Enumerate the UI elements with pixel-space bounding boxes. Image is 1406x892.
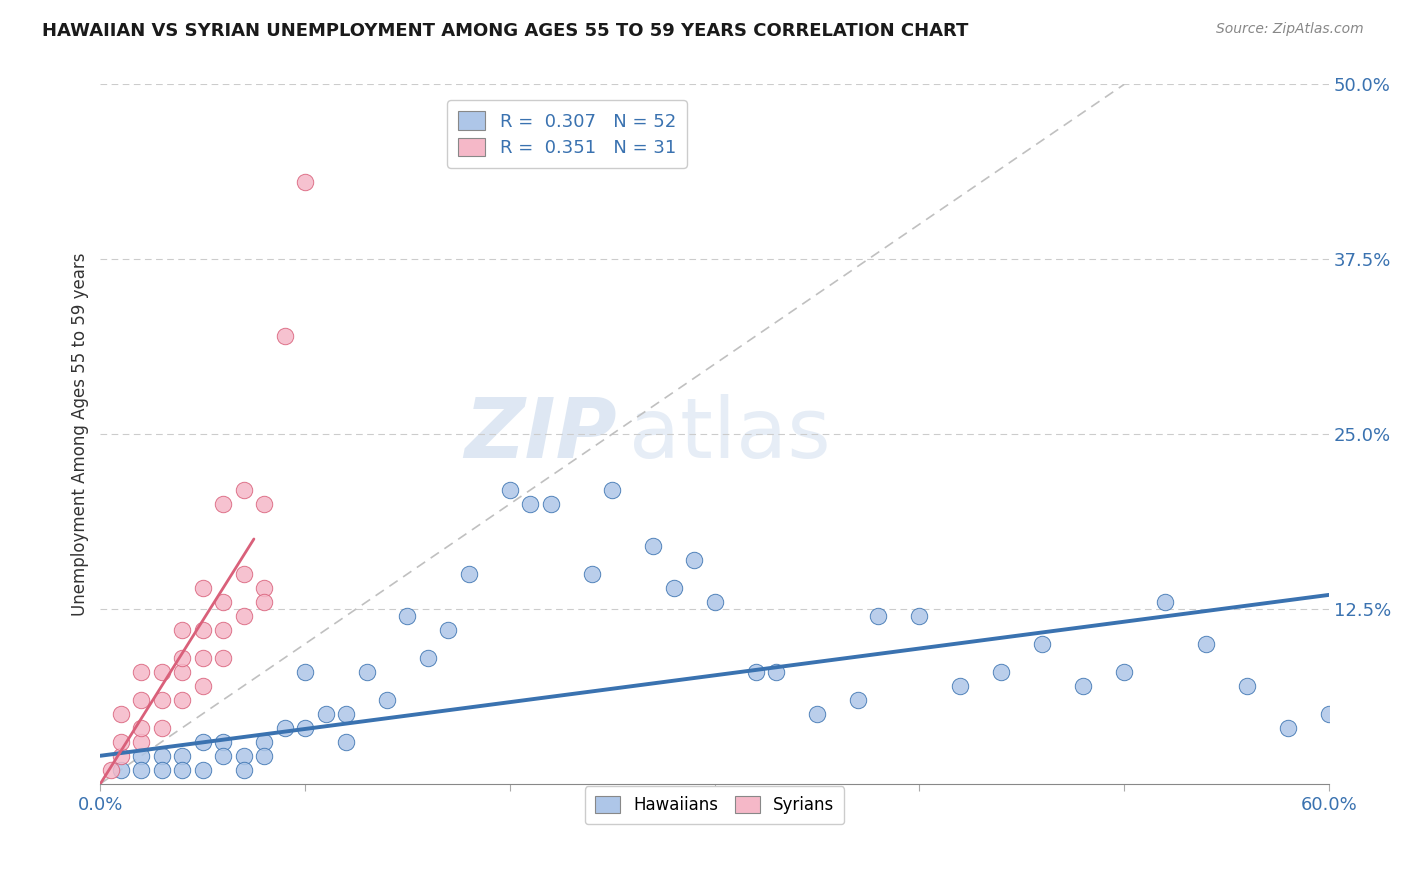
Point bbox=[540, 497, 562, 511]
Point bbox=[643, 539, 665, 553]
Y-axis label: Unemployment Among Ages 55 to 59 years: Unemployment Among Ages 55 to 59 years bbox=[72, 252, 89, 615]
Point bbox=[253, 595, 276, 609]
Point bbox=[129, 665, 152, 679]
Point bbox=[172, 651, 194, 665]
Point bbox=[212, 497, 235, 511]
Point bbox=[990, 665, 1012, 679]
Point bbox=[129, 748, 152, 763]
Point bbox=[765, 665, 787, 679]
Point bbox=[581, 566, 603, 581]
Point bbox=[273, 721, 295, 735]
Point bbox=[335, 706, 357, 721]
Point bbox=[1112, 665, 1135, 679]
Point bbox=[868, 608, 890, 623]
Point bbox=[703, 595, 725, 609]
Point bbox=[172, 665, 194, 679]
Point bbox=[110, 748, 132, 763]
Point bbox=[150, 693, 173, 707]
Point bbox=[150, 665, 173, 679]
Point bbox=[191, 763, 214, 777]
Point bbox=[846, 693, 869, 707]
Point bbox=[232, 483, 254, 497]
Point bbox=[908, 608, 931, 623]
Point bbox=[949, 679, 972, 693]
Point bbox=[375, 693, 398, 707]
Point bbox=[232, 763, 254, 777]
Point bbox=[129, 721, 152, 735]
Point bbox=[191, 581, 214, 595]
Point bbox=[191, 623, 214, 637]
Point bbox=[172, 748, 194, 763]
Point bbox=[100, 763, 122, 777]
Point bbox=[437, 623, 460, 637]
Point bbox=[232, 608, 254, 623]
Point bbox=[172, 623, 194, 637]
Point bbox=[1277, 721, 1299, 735]
Point bbox=[499, 483, 522, 497]
Point bbox=[1071, 679, 1094, 693]
Point bbox=[744, 665, 766, 679]
Point bbox=[110, 706, 132, 721]
Point bbox=[273, 329, 295, 343]
Point bbox=[315, 706, 337, 721]
Point bbox=[129, 763, 152, 777]
Point bbox=[294, 721, 316, 735]
Point bbox=[110, 735, 132, 749]
Text: Source: ZipAtlas.com: Source: ZipAtlas.com bbox=[1216, 22, 1364, 37]
Point bbox=[253, 497, 276, 511]
Point bbox=[457, 566, 479, 581]
Point bbox=[519, 497, 541, 511]
Point bbox=[150, 763, 173, 777]
Point bbox=[335, 735, 357, 749]
Point bbox=[129, 735, 152, 749]
Point bbox=[110, 763, 132, 777]
Point bbox=[600, 483, 623, 497]
Point bbox=[191, 679, 214, 693]
Point bbox=[294, 175, 316, 189]
Point bbox=[1317, 706, 1340, 721]
Point bbox=[212, 748, 235, 763]
Point bbox=[294, 665, 316, 679]
Point bbox=[253, 581, 276, 595]
Point bbox=[356, 665, 378, 679]
Point bbox=[806, 706, 828, 721]
Point bbox=[1195, 637, 1218, 651]
Point bbox=[172, 763, 194, 777]
Point bbox=[253, 748, 276, 763]
Point bbox=[191, 735, 214, 749]
Point bbox=[683, 553, 706, 567]
Point bbox=[662, 581, 685, 595]
Point bbox=[212, 735, 235, 749]
Point bbox=[1031, 637, 1053, 651]
Point bbox=[212, 623, 235, 637]
Point bbox=[396, 608, 419, 623]
Point bbox=[212, 651, 235, 665]
Point bbox=[232, 748, 254, 763]
Point bbox=[416, 651, 439, 665]
Point bbox=[1154, 595, 1177, 609]
Point bbox=[172, 693, 194, 707]
Point bbox=[150, 748, 173, 763]
Point bbox=[232, 566, 254, 581]
Text: HAWAIIAN VS SYRIAN UNEMPLOYMENT AMONG AGES 55 TO 59 YEARS CORRELATION CHART: HAWAIIAN VS SYRIAN UNEMPLOYMENT AMONG AG… bbox=[42, 22, 969, 40]
Point bbox=[150, 721, 173, 735]
Point bbox=[129, 693, 152, 707]
Text: ZIP: ZIP bbox=[464, 393, 616, 475]
Point bbox=[212, 595, 235, 609]
Text: atlas: atlas bbox=[628, 393, 831, 475]
Point bbox=[191, 651, 214, 665]
Point bbox=[1236, 679, 1258, 693]
Legend: Hawaiians, Syrians: Hawaiians, Syrians bbox=[585, 786, 845, 824]
Point bbox=[253, 735, 276, 749]
